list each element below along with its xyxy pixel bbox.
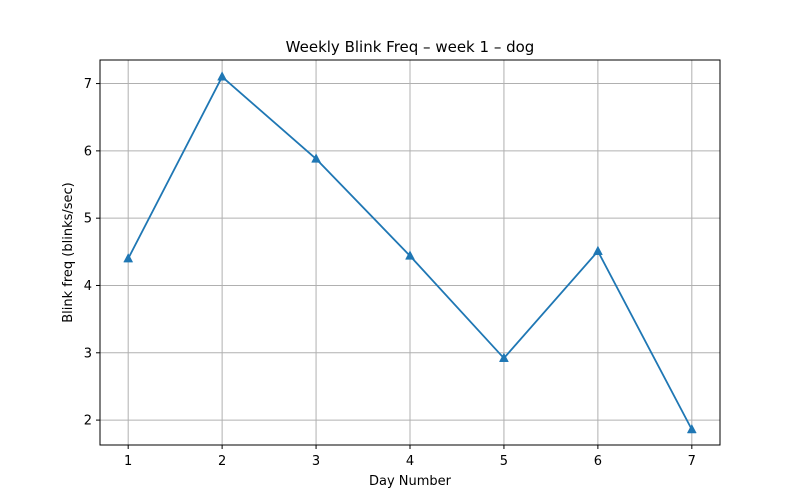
x-tick-label: 5 (500, 454, 508, 469)
y-axis-label: Blink freq (blinks/sec) (61, 182, 76, 323)
x-tick-label: 6 (594, 454, 602, 469)
data-point (405, 250, 415, 260)
data-point (217, 71, 228, 81)
data-point (592, 245, 603, 255)
data-point (123, 253, 134, 263)
y-tick-label: 3 (84, 346, 92, 361)
x-axis: 1 2 3 4 5 6 7 (124, 445, 696, 469)
y-tick-label: 4 (84, 279, 92, 294)
y-tick-label: 6 (84, 144, 92, 159)
data-point (311, 153, 322, 163)
series-layer (123, 71, 697, 434)
chart-title: Weekly Blink Freq – week 1 – dog (286, 38, 535, 56)
x-tick-label: 3 (312, 454, 320, 469)
x-tick-label: 4 (406, 454, 414, 469)
y-tick-label: 5 (84, 212, 92, 227)
y-tick-label: 7 (84, 77, 92, 92)
x-tick-label: 1 (124, 454, 132, 469)
y-tick-label: 2 (84, 414, 92, 429)
data-point (498, 352, 509, 362)
x-tick-label: 2 (218, 454, 226, 469)
x-tick-label: 7 (688, 454, 696, 469)
x-axis-label: Day Number (369, 474, 452, 489)
data-point (686, 423, 697, 434)
y-axis: 2 3 4 5 6 7 (84, 77, 100, 429)
